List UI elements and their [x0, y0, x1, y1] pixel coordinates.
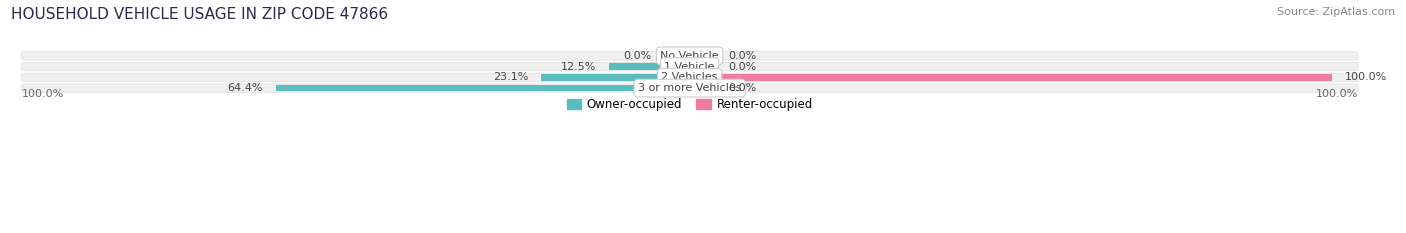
Bar	[276, 85, 690, 91]
Text: HOUSEHOLD VEHICLE USAGE IN ZIP CODE 47866: HOUSEHOLD VEHICLE USAGE IN ZIP CODE 4786…	[11, 7, 388, 22]
Text: 3 or more Vehicles: 3 or more Vehicles	[638, 83, 741, 93]
Text: 0.0%: 0.0%	[728, 83, 756, 93]
Text: 64.4%: 64.4%	[228, 83, 263, 93]
Text: 0.0%: 0.0%	[728, 51, 756, 61]
Bar	[690, 85, 716, 91]
Bar	[664, 52, 690, 59]
FancyBboxPatch shape	[21, 73, 1358, 82]
Text: 12.5%: 12.5%	[561, 62, 596, 72]
Legend: Owner-occupied, Renter-occupied: Owner-occupied, Renter-occupied	[562, 93, 817, 116]
Text: 1 Vehicle: 1 Vehicle	[665, 62, 714, 72]
Text: No Vehicle: No Vehicle	[661, 51, 718, 61]
Bar	[609, 63, 690, 70]
Text: 23.1%: 23.1%	[494, 72, 529, 82]
FancyBboxPatch shape	[21, 84, 1358, 92]
Text: 2 Vehicles: 2 Vehicles	[661, 72, 718, 82]
Text: 100.0%: 100.0%	[1316, 89, 1358, 99]
Text: Source: ZipAtlas.com: Source: ZipAtlas.com	[1277, 7, 1395, 17]
FancyBboxPatch shape	[21, 52, 1358, 60]
Text: 100.0%: 100.0%	[21, 89, 63, 99]
Bar	[690, 74, 1333, 81]
Bar	[690, 52, 716, 59]
Text: 0.0%: 0.0%	[728, 62, 756, 72]
Bar	[541, 74, 690, 81]
Text: 0.0%: 0.0%	[623, 51, 651, 61]
Bar	[690, 63, 716, 70]
Text: 100.0%: 100.0%	[1346, 72, 1388, 82]
FancyBboxPatch shape	[21, 62, 1358, 71]
